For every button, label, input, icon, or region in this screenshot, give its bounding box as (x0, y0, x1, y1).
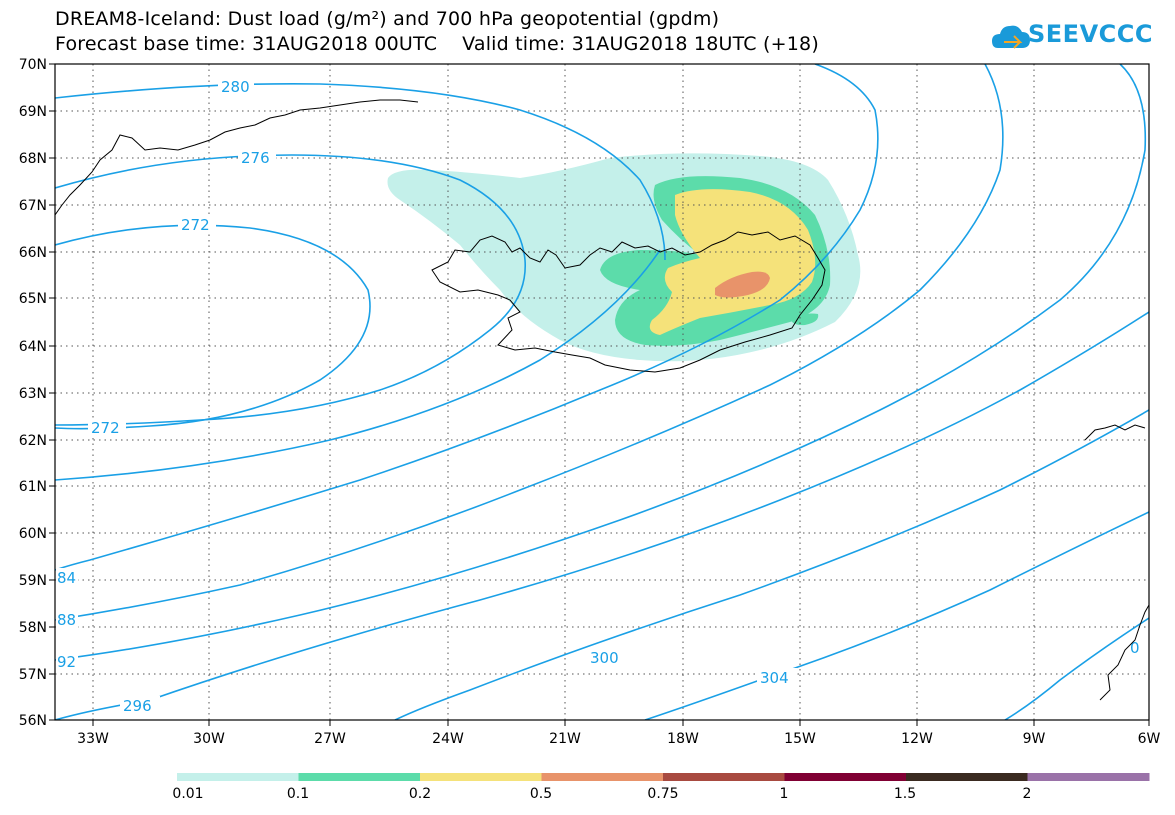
cloud-icon (992, 25, 1030, 49)
lat-label: 64N (19, 339, 47, 355)
lat-label: 69N (19, 104, 47, 120)
contour-308 (1004, 617, 1149, 720)
lon-label: 27W (314, 731, 346, 747)
lon-label: 15W (784, 731, 816, 747)
contour-label: 88 (57, 611, 76, 629)
coast-iceland (431, 231, 826, 373)
contour-label: 280 (221, 78, 250, 96)
logo-text: SEEVCCC (1028, 20, 1153, 48)
longitude-labels: 33W 30W 27W 24W 21W 18W 15W 12W 9W 6W (77, 731, 1160, 747)
map-frame (54, 63, 1150, 721)
lon-label: 24W (432, 731, 464, 747)
lon-label: 6W (1138, 731, 1161, 747)
contour-label: 276 (241, 149, 270, 167)
contour-label: 0 (1130, 639, 1140, 657)
lat-label: 62N (19, 433, 47, 449)
graticule (55, 64, 1149, 720)
lat-label: 61N (19, 479, 47, 495)
contour-label: 272 (91, 419, 120, 437)
lat-label: 65N (19, 291, 47, 307)
contour-d (55, 64, 1147, 661)
lat-label: 57N (19, 667, 47, 683)
lon-label: 12W (901, 731, 933, 747)
contour-label: 304 (760, 669, 789, 687)
contour-e (55, 311, 1149, 720)
contour-280 (55, 82, 666, 261)
lat-label: 59N (19, 573, 47, 589)
lat-label: 70N (19, 57, 47, 73)
lat-label: 60N (19, 526, 47, 542)
lat-label: 67N (19, 198, 47, 214)
contour-label: 272 (181, 216, 210, 234)
lat-label: 63N (19, 386, 47, 402)
dust-level-0.5 (715, 271, 770, 298)
lat-label: 66N (19, 245, 47, 261)
contour-label: 296 (123, 697, 152, 715)
contour-c (55, 64, 1004, 621)
coastlines (55, 99, 1149, 701)
lon-label: 33W (77, 731, 109, 747)
contour-label: 300 (590, 649, 619, 667)
contour-labels: 280 276 272 272 84 88 92 296 300 304 0 (56, 77, 1148, 715)
contour-label: 84 (57, 569, 76, 587)
lon-label: 9W (1023, 731, 1046, 747)
contour-272 (55, 224, 371, 430)
dust-load-field (387, 153, 861, 362)
lat-label: 68N (19, 151, 47, 167)
contour-label: 92 (57, 653, 76, 671)
coast-faroes (1084, 424, 1146, 441)
lat-label: 58N (19, 620, 47, 636)
contour-b (55, 64, 879, 571)
contour-300 (394, 409, 1149, 720)
lon-label: 21W (549, 731, 581, 747)
dust-level-0.2 (649, 189, 816, 335)
lon-label: 30W (193, 731, 225, 747)
coast-scotland (1099, 604, 1149, 701)
map-subtitle: Forecast base time: 31AUG2018 00UTC Vali… (55, 33, 819, 55)
latitude-labels: 70N 69N 68N 67N 66N 65N 64N 63N 62N 61N … (19, 57, 47, 729)
map-title: DREAM8-Iceland: Dust load (g/m²) and 700… (55, 8, 720, 30)
contour-304 (644, 511, 1149, 720)
coast-greenland (55, 99, 419, 216)
tick-marks (49, 63, 1150, 726)
lon-label: 18W (667, 731, 699, 747)
contour-a (55, 249, 661, 481)
lat-label: 56N (19, 713, 47, 729)
